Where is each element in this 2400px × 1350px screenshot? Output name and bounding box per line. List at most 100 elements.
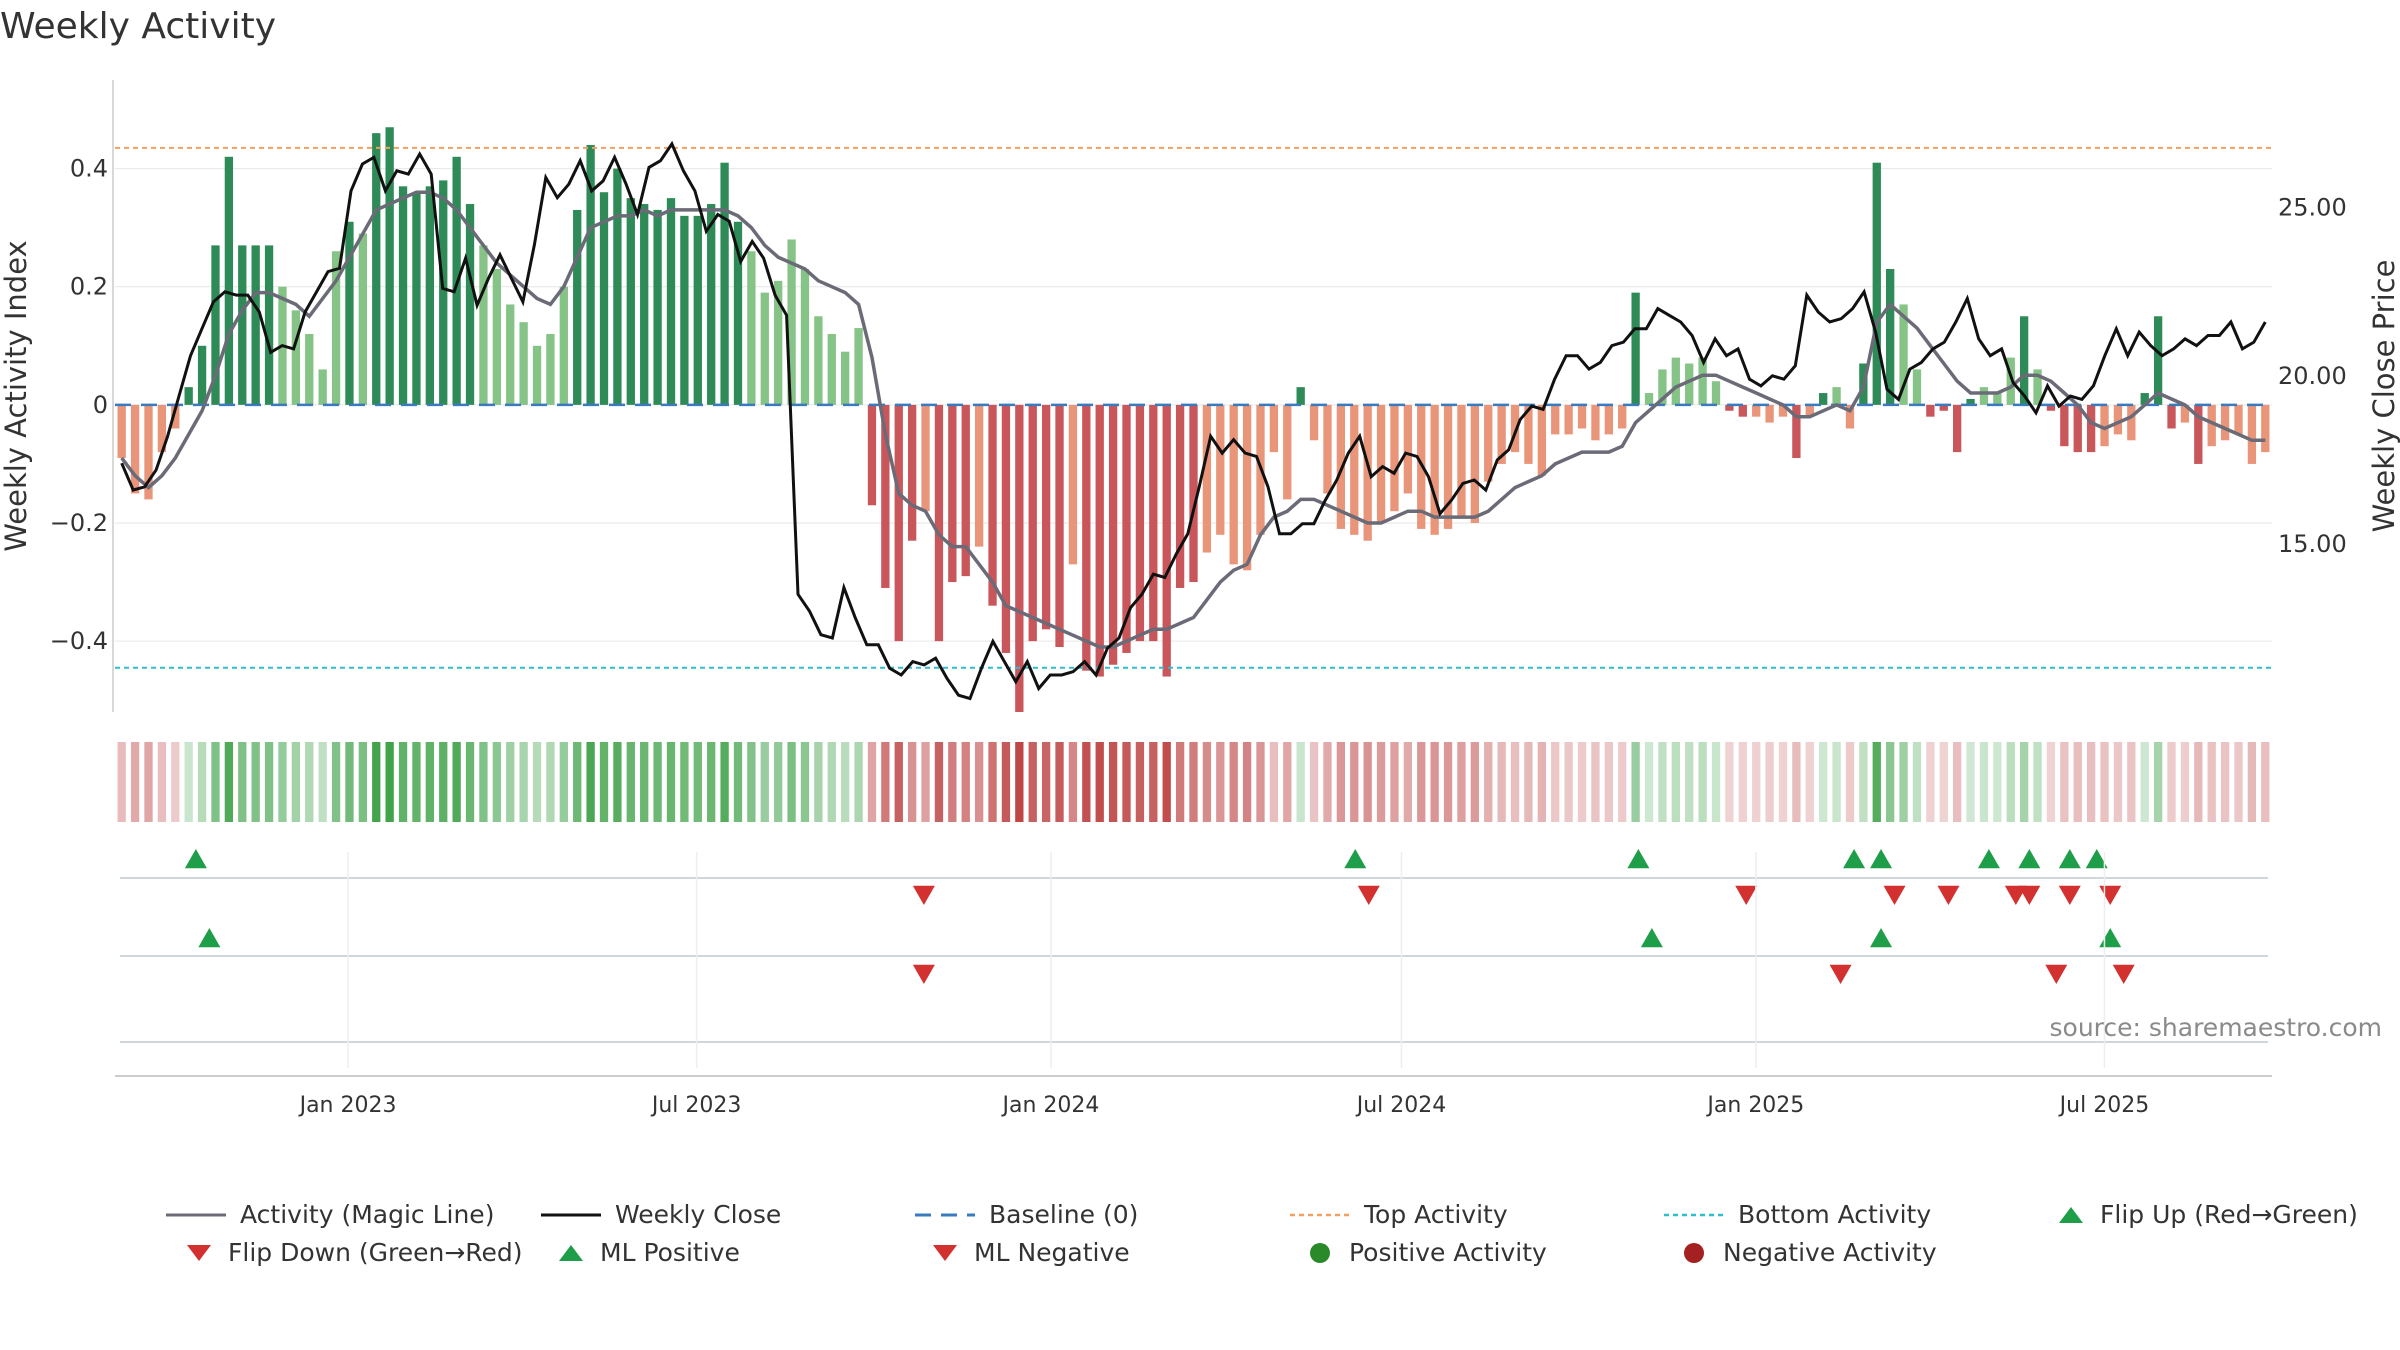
heat-cell [1819, 742, 1828, 822]
heat-cell [331, 742, 341, 822]
magic-line [120, 190, 2266, 649]
activity-bar [787, 239, 796, 405]
heat-cell [974, 742, 984, 822]
heat-cell [720, 742, 729, 822]
heat-cell [1082, 742, 1091, 822]
heat-cell [1685, 742, 1694, 822]
heat-cell [1591, 742, 1600, 822]
activity-bar [1403, 404, 1413, 494]
heat-cell [439, 742, 448, 822]
flip-down-marker [2099, 885, 2122, 905]
heat-cell [1792, 742, 1801, 822]
activity-bar [2100, 404, 2109, 447]
legend-label: ML Positive [600, 1238, 740, 1267]
heat-cell [345, 742, 354, 822]
activity-bar [2220, 404, 2230, 441]
axes: −0.4 −0.2 0 0.2 0.4 15.00 20.00 25.00 Weekly Act… [0, 80, 2400, 712]
y2-tick-label: 20.00 [2278, 362, 2347, 390]
activity-bar [1122, 404, 1131, 653]
activity-bar [1055, 404, 1064, 648]
activity-bar [1457, 404, 1466, 518]
heat-cell [1457, 742, 1466, 822]
flip-down-marker [1357, 885, 1380, 905]
activity-bar [1068, 404, 1078, 565]
heat-cell [1309, 742, 1319, 822]
activity-bar [519, 322, 528, 405]
heat-cell [2207, 742, 2216, 822]
heat-cell [1336, 742, 1346, 822]
activity-bar [1269, 404, 1279, 453]
heat-cell [1671, 742, 1680, 822]
heat-cell [573, 742, 582, 822]
heat-cell [1470, 742, 1480, 822]
activity-bar [626, 198, 635, 405]
activity-bar [305, 333, 314, 405]
activity-bar [1015, 404, 1024, 712]
activity-bar [1966, 398, 1975, 405]
activity-bar [331, 251, 341, 405]
activity-bar [2140, 393, 2149, 405]
heat-cell [1966, 742, 1975, 822]
heat-cell [1108, 742, 1118, 822]
activity-bar [1752, 404, 1761, 417]
activity-bar [1041, 404, 1051, 630]
activity-bar [492, 269, 501, 405]
heat-cell [2060, 742, 2069, 822]
heat-cell [2046, 742, 2056, 822]
heat-cell [238, 742, 247, 822]
legend-item-weekly-close: Weekly Close [541, 1200, 781, 1229]
heat-cell [841, 742, 850, 822]
activity-bar [2207, 404, 2216, 447]
activity-bar [2153, 316, 2163, 405]
heat-cell [157, 742, 167, 822]
legend-label: Negative Activity [1723, 1238, 1937, 1267]
activity-bar [1939, 404, 1948, 411]
heat-cell [1618, 742, 1627, 822]
heat-cell [2086, 742, 2096, 822]
heat-cell [425, 742, 434, 822]
heat-cell [1845, 742, 1855, 822]
activity-bar [2234, 404, 2243, 435]
legend-item-negative-activity: Negative Activity [1679, 1238, 1937, 1267]
activity-bar [1912, 369, 1922, 405]
activity-bar [1604, 404, 1613, 435]
heat-cell [398, 742, 408, 822]
heat-cell [1430, 742, 1439, 822]
flip-down-marker [912, 885, 935, 905]
legend-item-flip-down: Flip Down (Green→Red) [184, 1238, 523, 1267]
top-activity-swatch [1290, 1213, 1350, 1216]
activity-bar [1644, 393, 1654, 405]
heat-cell [827, 742, 836, 822]
heat-cell [787, 742, 796, 822]
activity-bar [1202, 404, 1212, 553]
activity-bar [1832, 387, 1841, 405]
activity-bar [1189, 404, 1198, 583]
legend-item-baseline: Baseline (0) [915, 1200, 1138, 1229]
activity-bar [412, 192, 421, 405]
activity-bar [506, 304, 515, 405]
activity-bar [1283, 404, 1292, 500]
heat-cell [854, 742, 863, 822]
heat-cell [961, 742, 970, 822]
activity-bar [130, 404, 140, 494]
heat-cell [1912, 742, 1922, 822]
activity-bar [1564, 404, 1573, 435]
heat-cell [1537, 742, 1546, 822]
heat-cell [305, 742, 314, 822]
x-tick-label: Jan 2023 [298, 1093, 397, 1118]
activity-bar [948, 404, 957, 583]
activity-bar [1510, 404, 1520, 453]
activity-bar [867, 404, 877, 506]
activity-bar [921, 404, 930, 512]
heat-cell [1122, 742, 1131, 822]
activity-bar [1376, 404, 1386, 523]
heat-cell [2073, 742, 2082, 822]
flip-down-triangle-icon [187, 1244, 211, 1261]
y2-axis-label: Weekly Close Price [2367, 260, 2400, 533]
activity-bar [934, 404, 944, 642]
activity-bar [1430, 404, 1439, 535]
heat-cell [760, 742, 769, 822]
heat-cell [1296, 742, 1305, 822]
heat-cell [1658, 742, 1667, 822]
